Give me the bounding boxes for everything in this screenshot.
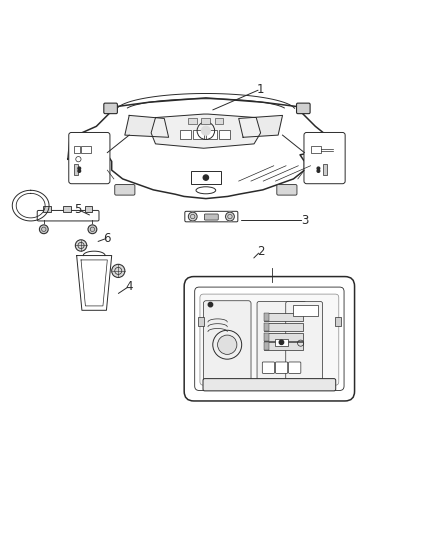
Bar	[219, 130, 230, 140]
Bar	[63, 206, 71, 212]
FancyBboxPatch shape	[286, 302, 322, 381]
Polygon shape	[68, 98, 339, 199]
Bar	[336, 317, 342, 326]
FancyBboxPatch shape	[289, 362, 301, 374]
Circle shape	[218, 335, 237, 354]
Bar	[198, 317, 204, 326]
FancyBboxPatch shape	[185, 211, 238, 222]
FancyBboxPatch shape	[37, 211, 99, 221]
Ellipse shape	[196, 187, 215, 194]
Bar	[264, 323, 304, 331]
Circle shape	[317, 167, 320, 169]
Polygon shape	[77, 255, 112, 310]
Circle shape	[226, 212, 234, 221]
Bar	[74, 164, 78, 174]
Circle shape	[75, 240, 87, 251]
Bar	[276, 339, 288, 346]
Circle shape	[78, 167, 81, 169]
Bar	[206, 130, 217, 140]
Circle shape	[208, 302, 213, 307]
Text: 1: 1	[257, 83, 265, 95]
Bar	[74, 146, 80, 152]
Bar	[191, 171, 221, 184]
Circle shape	[112, 264, 125, 278]
Circle shape	[188, 212, 197, 221]
FancyBboxPatch shape	[184, 277, 354, 401]
Bar	[193, 130, 204, 140]
FancyBboxPatch shape	[297, 103, 310, 114]
Circle shape	[279, 340, 284, 344]
Bar	[188, 118, 197, 124]
FancyBboxPatch shape	[277, 184, 297, 195]
Bar	[264, 333, 304, 341]
FancyBboxPatch shape	[276, 362, 288, 374]
Text: 3: 3	[301, 214, 308, 227]
FancyBboxPatch shape	[104, 103, 117, 114]
FancyBboxPatch shape	[194, 287, 344, 391]
Circle shape	[317, 169, 320, 172]
Text: 4: 4	[125, 280, 133, 293]
FancyBboxPatch shape	[203, 301, 251, 382]
FancyBboxPatch shape	[205, 214, 218, 220]
Bar	[264, 313, 269, 321]
Bar	[311, 146, 321, 152]
FancyBboxPatch shape	[69, 133, 110, 184]
Bar	[180, 130, 191, 140]
FancyBboxPatch shape	[257, 302, 306, 381]
Bar	[323, 164, 327, 174]
Circle shape	[78, 169, 81, 172]
Bar	[43, 206, 51, 212]
Bar	[81, 146, 91, 152]
Bar	[264, 323, 269, 331]
Circle shape	[203, 175, 208, 180]
Bar	[215, 118, 223, 124]
Bar	[264, 333, 269, 341]
FancyBboxPatch shape	[203, 378, 336, 391]
Circle shape	[88, 225, 97, 233]
Bar	[264, 313, 304, 321]
Text: 6: 6	[103, 231, 111, 245]
FancyBboxPatch shape	[304, 133, 345, 184]
Circle shape	[201, 126, 210, 135]
Bar	[201, 118, 210, 124]
Bar	[293, 305, 318, 316]
Polygon shape	[125, 115, 169, 138]
Circle shape	[39, 225, 48, 233]
Bar	[85, 206, 92, 212]
Polygon shape	[239, 115, 283, 138]
Text: 5: 5	[74, 203, 81, 216]
FancyBboxPatch shape	[200, 294, 339, 385]
Bar	[264, 342, 269, 350]
FancyBboxPatch shape	[115, 184, 135, 195]
Text: 2: 2	[257, 245, 265, 257]
Bar	[264, 342, 304, 350]
FancyBboxPatch shape	[262, 362, 275, 374]
Polygon shape	[151, 114, 261, 148]
